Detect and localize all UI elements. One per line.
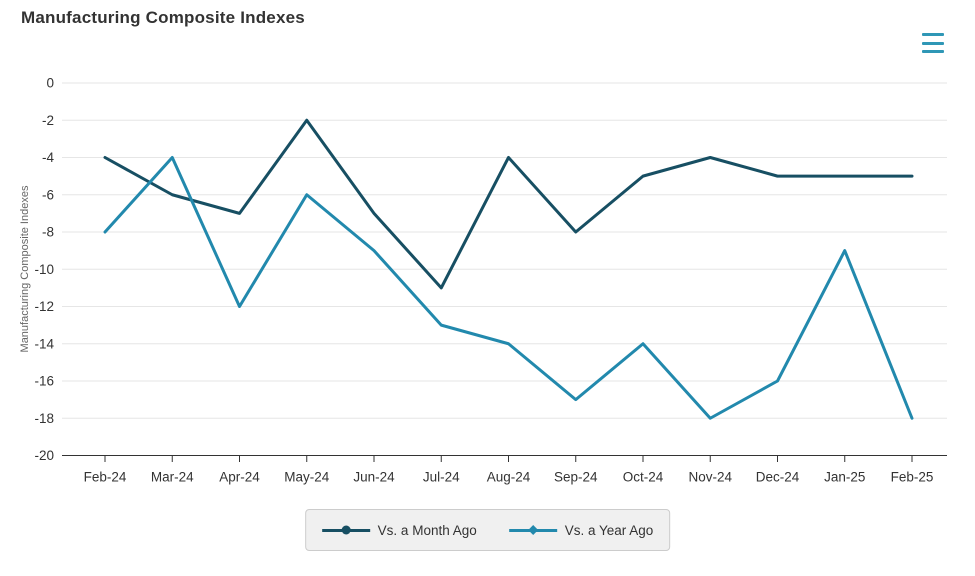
- x-axis-label: Jul-24: [423, 470, 460, 485]
- chart-context-menu-button[interactable]: [922, 33, 946, 53]
- legend-label: Vs. a Month Ago: [377, 522, 477, 538]
- y-axis-label: 0: [46, 76, 54, 91]
- line-sample-icon: [321, 525, 370, 535]
- legend-label: Vs. a Year Ago: [564, 522, 654, 538]
- diamond-marker-icon: [527, 525, 538, 535]
- line-sample-icon: [508, 525, 557, 535]
- x-axis-label: Nov-24: [688, 470, 732, 485]
- y-axis-label: -16: [34, 374, 54, 389]
- y-axis-label: -6: [42, 187, 54, 202]
- hamburger-bar: [922, 50, 944, 53]
- x-axis-label: May-24: [284, 470, 330, 485]
- x-axis-label: Feb-25: [891, 470, 934, 485]
- x-axis-label: Dec-24: [756, 470, 800, 485]
- chart-title: Manufacturing Composite Indexes: [21, 8, 305, 27]
- x-axis-label: Oct-24: [623, 470, 664, 485]
- x-axis-label: Apr-24: [219, 470, 260, 485]
- series-line-month-ago[interactable]: [103, 118, 914, 290]
- hamburger-bar: [922, 33, 944, 36]
- x-axis-label: Sep-24: [554, 470, 598, 485]
- series-line-year-ago[interactable]: [103, 156, 914, 420]
- hamburger-bar: [922, 41, 944, 45]
- y-axis-label: -8: [42, 225, 54, 240]
- y-axis-label: -2: [42, 113, 54, 128]
- y-axis-label: -12: [34, 299, 54, 314]
- y-axis-label: -14: [34, 336, 54, 351]
- legend-item-month-ago[interactable]: Vs. a Month Ago: [321, 522, 477, 538]
- x-axis-label: Jun-24: [353, 470, 395, 485]
- circle-marker-icon: [341, 525, 351, 535]
- chart-legend: Vs. a Month Ago Vs. a Year Ago: [304, 509, 671, 551]
- y-axis-label: -4: [42, 150, 54, 165]
- y-axis-label: -20: [34, 448, 54, 463]
- y-axis-label: -10: [34, 262, 54, 277]
- x-axis-label: Feb-24: [84, 470, 127, 485]
- x-axis-label: Aug-24: [487, 470, 531, 485]
- x-axis-label: Jan-25: [824, 470, 865, 485]
- y-axis-title: Manufacturing Composite Indexes: [19, 185, 31, 352]
- x-axis-label: Mar-24: [151, 470, 194, 485]
- legend-item-year-ago[interactable]: Vs. a Year Ago: [508, 522, 654, 538]
- y-axis-label: -18: [34, 411, 54, 426]
- plot-area: Feb-24 Mar-24 Apr-24 May-24 Jun-24 Jul-24 Aug-…: [19, 76, 947, 485]
